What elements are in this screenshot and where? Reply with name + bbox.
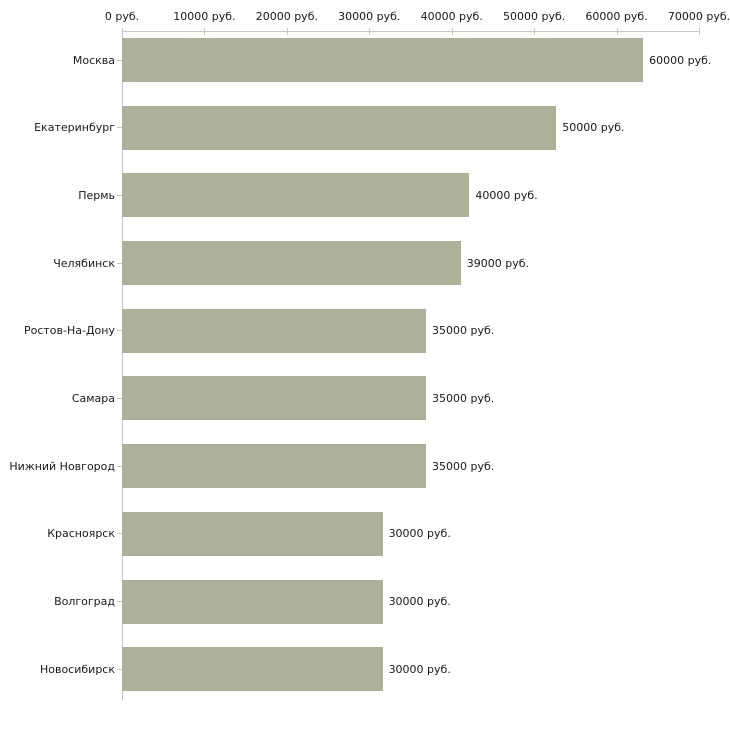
category-tick xyxy=(117,194,122,196)
category-label: Самара xyxy=(71,391,115,405)
bar xyxy=(122,105,557,150)
category-tick xyxy=(117,397,122,399)
bar xyxy=(122,173,470,218)
x-axis-label: 10000 руб. xyxy=(173,10,236,23)
value-label: 35000 руб. xyxy=(432,391,495,405)
value-label: 30000 руб. xyxy=(388,595,451,608)
value-label: 50000 руб. xyxy=(562,121,625,135)
bar-track: 30000 руб. xyxy=(122,647,730,692)
bar-track: 60000 руб. xyxy=(122,38,730,82)
category-tick xyxy=(117,533,122,535)
bar xyxy=(122,579,383,624)
bar-rows: Москва 60000 руб. Екатеринбург 50000 руб… xyxy=(0,32,730,692)
bar xyxy=(122,241,461,286)
category-tick xyxy=(117,668,122,670)
category-label: Волгоград xyxy=(54,595,115,608)
bar-track: 39000 руб. xyxy=(122,241,730,286)
value-label: 35000 руб. xyxy=(432,459,495,473)
y-axis-line xyxy=(122,31,123,700)
category-label: Красноярск xyxy=(47,527,115,541)
category-label: Ростов-На-Дону xyxy=(23,324,115,338)
value-label: 35000 руб. xyxy=(432,324,495,338)
value-label: 60000 руб. xyxy=(649,53,712,67)
bar-row: Новосибирск 30000 руб. xyxy=(0,647,730,692)
category-label: Екатеринбург xyxy=(34,121,115,135)
category-tick xyxy=(117,465,122,467)
category-tick xyxy=(117,262,122,264)
category-tick xyxy=(117,59,122,61)
bar xyxy=(122,511,383,556)
x-axis-label: 60000 руб. xyxy=(585,10,648,23)
category-label: Новосибирск xyxy=(39,662,115,676)
bar-row: Ростов-На-Дону 35000 руб. xyxy=(0,308,730,353)
value-label: 39000 руб. xyxy=(466,256,529,270)
category-label: Челябинск xyxy=(53,256,115,270)
bar xyxy=(122,376,426,421)
bar-row: Красноярск 30000 руб. xyxy=(0,511,730,556)
category-tick xyxy=(117,127,122,129)
bar xyxy=(122,647,383,692)
bar-track: 35000 руб. xyxy=(122,376,730,421)
x-axis-label: 40000 руб. xyxy=(420,10,483,23)
bar-row: Нижний Новгород 35000 руб. xyxy=(0,444,730,489)
value-label: 40000 руб. xyxy=(475,188,538,202)
bar xyxy=(122,308,426,353)
bar-track: 30000 руб. xyxy=(122,511,730,556)
category-label: Нижний Новгород xyxy=(9,459,115,473)
bar-row: Екатеринбург 50000 руб. xyxy=(0,105,730,150)
x-axis-label: 0 руб. xyxy=(104,10,140,23)
x-axis-label: 70000 руб. xyxy=(667,10,730,23)
bar-track: 35000 руб. xyxy=(122,308,730,353)
bar xyxy=(122,38,644,82)
bar xyxy=(122,444,426,489)
bar-track: 50000 руб. xyxy=(122,105,730,150)
x-axis-label: 30000 руб. xyxy=(338,10,401,23)
bar-track: 40000 руб. xyxy=(122,173,730,218)
bar-row: Самара 35000 руб. xyxy=(0,376,730,421)
x-axis-label: 50000 руб. xyxy=(503,10,566,23)
bar-track: 35000 руб. xyxy=(122,444,730,489)
bar-row: Пермь 40000 руб. xyxy=(0,173,730,218)
category-tick xyxy=(117,601,122,602)
bar-row: Волгоград 30000 руб. xyxy=(0,579,730,624)
x-axis-line xyxy=(122,31,700,32)
category-tick xyxy=(117,330,122,332)
x-axis-labels: 0 руб. 10000 руб. 20000 руб. 30000 руб. … xyxy=(105,10,730,25)
category-label: Пермь xyxy=(78,188,115,202)
bar-row: Москва 60000 руб. xyxy=(0,38,730,82)
bar-row: Челябинск 39000 руб. xyxy=(0,241,730,286)
value-label: 30000 руб. xyxy=(388,662,451,676)
bar-track: 30000 руб. xyxy=(122,579,730,624)
x-axis-label: 20000 руб. xyxy=(255,10,318,23)
category-label: Москва xyxy=(72,53,115,67)
value-label: 30000 руб. xyxy=(388,527,451,541)
